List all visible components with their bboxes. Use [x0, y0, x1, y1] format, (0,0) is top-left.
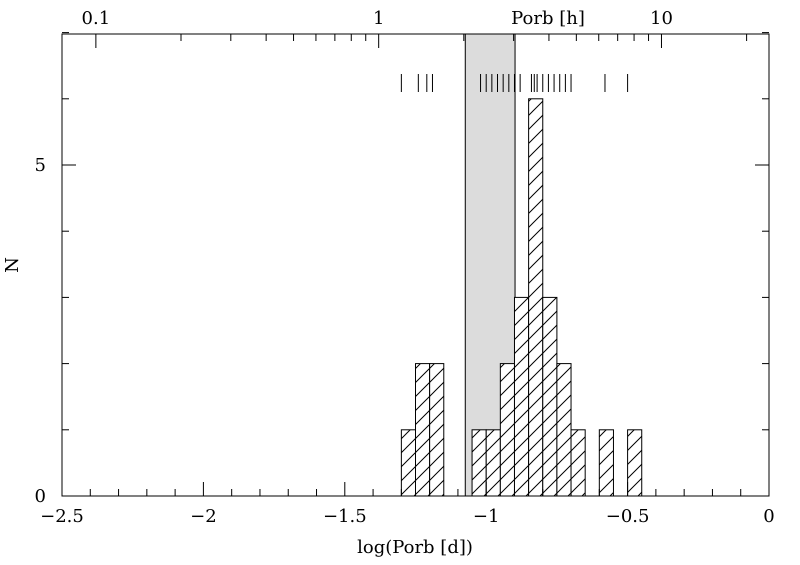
histogram-bar	[471, 429, 487, 497]
top-axis-title: Porb [h]	[511, 8, 585, 29]
histogram-bar	[499, 363, 515, 497]
axis-ticks	[61, 32, 770, 497]
plot-frame	[61, 33, 770, 497]
top-tick-label: 0.1	[82, 8, 111, 29]
histogram-bar	[542, 296, 558, 497]
tick-labels: −2.5 −2 −1.5 −1 −0.5 0 0 5 0.1 1 10	[35, 8, 775, 527]
y-axis-title: N	[2, 257, 23, 273]
histogram-bar	[627, 429, 643, 497]
x-tick-label: −2	[190, 506, 217, 527]
x-tick-label: 0	[763, 506, 774, 527]
histogram-bar	[570, 429, 586, 497]
histogram-bars	[400, 98, 643, 497]
histogram-bar	[400, 429, 416, 497]
histogram-bar	[485, 429, 501, 497]
histogram-bar	[513, 296, 530, 497]
x-axis-title: log(Porb [d])	[357, 537, 473, 558]
individual-period-marks	[400, 74, 629, 92]
y-tick-label: 5	[35, 155, 46, 176]
histogram-bar	[598, 429, 614, 497]
x-tick-label: −0.5	[606, 506, 650, 527]
x-tick-label: −1	[473, 506, 500, 527]
histogram-bar	[556, 363, 572, 497]
histogram-bar	[528, 98, 544, 497]
y-tick-label: 0	[35, 486, 46, 507]
x-tick-label: −2.5	[40, 506, 84, 527]
top-tick-label: 1	[373, 8, 384, 29]
x-tick-label: −1.5	[323, 506, 367, 527]
histogram-bar	[429, 363, 445, 497]
histogram-bar	[415, 363, 431, 497]
top-tick-label: 10	[650, 8, 673, 29]
